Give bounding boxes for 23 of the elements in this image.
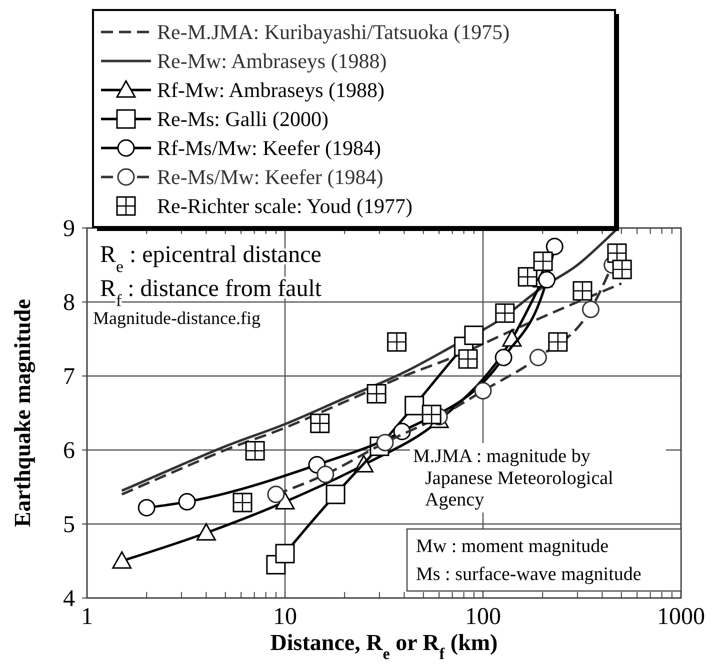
x-tick-label: 100 xyxy=(465,604,501,630)
legend-label: Rf-Mw: Ambraseys (1988) xyxy=(157,78,384,102)
x-tick-label: 1 xyxy=(81,604,93,630)
legend-label: Re-M.JMA: Kuribayashi/Tatsuoka (1975) xyxy=(157,20,510,44)
y-tick-label: 7 xyxy=(63,364,75,390)
y-tick-label: 8 xyxy=(63,290,75,316)
x-tick-label: 1000 xyxy=(657,604,705,630)
legend-label: Re-Ms/Mw: Keefer (1984) xyxy=(157,165,384,189)
y-tick-label: 6 xyxy=(63,438,75,464)
legend-label: Rf-Ms/Mw: Keefer (1984) xyxy=(157,136,381,160)
x-tick-label: 10 xyxy=(273,604,297,630)
y-axis-title: Earthquake magnitude xyxy=(10,298,36,528)
legend-label: Re-Richter scale: Youd (1977) xyxy=(157,194,412,218)
legend-label: Re-Ms: Galli (2000) xyxy=(157,107,328,131)
y-tick-label: 4 xyxy=(63,586,75,612)
legend-label: Re-Mw: Ambraseys (1988) xyxy=(157,49,387,73)
annotation: M.JMA : magnitude by Japanese Meteorological Agency xyxy=(413,446,614,511)
annotation: Ms : surface-wave magnitude xyxy=(416,564,642,585)
y-tick-label: 9 xyxy=(63,216,75,242)
y-tick-label: 5 xyxy=(63,512,75,538)
annotation: Mw : moment magnitude xyxy=(416,536,609,557)
x-axis-title: Distance, R$_{e}$ or R$_{f}$ (km) xyxy=(270,630,498,662)
annotation: Magnitude-distance.fig xyxy=(93,308,260,328)
